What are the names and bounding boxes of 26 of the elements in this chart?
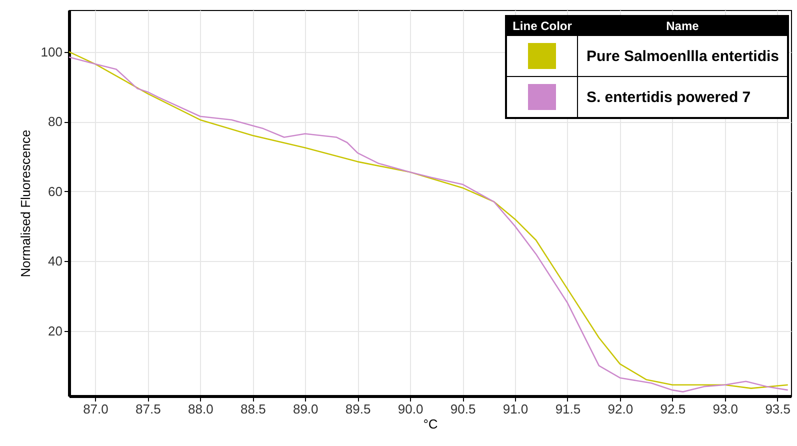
y-tick-label: 100 [40,44,62,60]
legend-label: S. entertidis powered 7 [578,76,788,118]
legend-header: Line Color Name [506,16,788,36]
x-tick-label: 92.0 [608,402,634,416]
y-tick-label: 80 [48,114,62,130]
legend-label: Pure Salmoenllla entertidis [578,36,788,76]
x-tick-label: 88.0 [188,402,214,416]
x-tick-label: 91.0 [502,402,528,416]
y-axis-title: Normalised Fluorescence [18,130,33,278]
x-tick-label: 89.0 [292,402,318,416]
legend-title: Line Color [506,16,578,36]
y-tick-label: 20 [48,323,62,338]
y-tick-label: 60 [48,184,62,199]
x-tick-label: 87.5 [136,402,161,416]
x-tick-label: 92.5 [660,402,686,416]
x-tick-label: 91.5 [555,402,581,416]
x-tick-label: 90.0 [398,402,424,416]
x-tick-label: 93.0 [712,402,738,416]
x-axis-title: °C [423,416,438,432]
annotation: Name [578,16,788,36]
y-tick-label: 40 [48,254,62,269]
x-tick-label: 88.5 [240,402,266,416]
x-tick-label: 87.0 [83,402,108,416]
x-tick-label: 93.5 [765,402,791,416]
x-tick-label: 89.5 [345,402,371,416]
x-tick-label: 90.5 [450,402,476,416]
